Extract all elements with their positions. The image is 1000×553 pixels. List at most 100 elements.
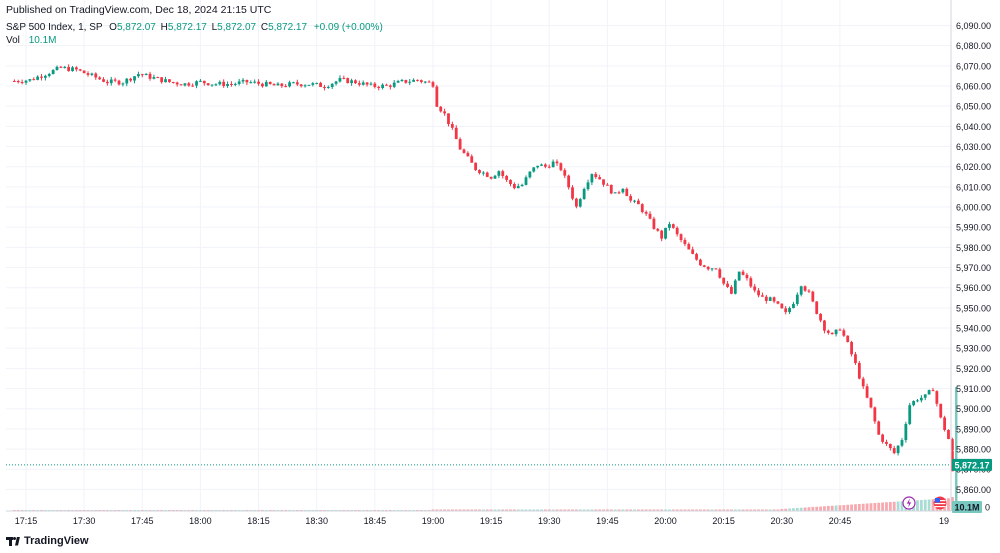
published-info: Published on TradingView.com, Dec 18, 20… [6,4,272,16]
volume-bar [823,506,826,511]
volume-bar [745,509,749,511]
volume-zero-label: 0 [985,503,990,513]
candle-body [427,81,431,83]
candle-body [563,170,567,176]
price-tick-label: 6,080.00 [956,41,991,51]
candle-body [137,74,140,77]
volume-bar [679,509,683,511]
price-tick-label: 6,050.00 [956,102,991,112]
candle-body [261,83,264,87]
volume-bar [497,509,501,511]
vol-value: 10.1M [28,35,57,46]
candle-body [741,271,745,275]
candle-body [516,186,520,189]
candle-body [187,83,191,86]
candle-body [485,172,489,177]
candle-body [904,423,908,441]
volume-bar [764,509,768,511]
volume-bar [803,507,807,511]
volume-bar [819,506,822,511]
candle-body [416,79,419,81]
candle-body [82,70,86,74]
volume-bar [435,509,439,511]
candle-body [509,179,512,185]
price-tick-label: 5,950.00 [956,303,991,313]
candle-body [865,386,869,398]
volume-label: 10.1M [954,503,979,513]
volume-bar [629,509,633,511]
price-tick-label: 5,890.00 [956,424,991,434]
candle-body [210,84,214,86]
candle-body [237,81,241,84]
candle-body [857,362,861,379]
candle-body [129,78,133,81]
candle-body [586,182,590,190]
candle-body [536,165,540,168]
volume-bar [474,509,478,511]
volume-bar [652,509,656,511]
candle-body [838,329,842,331]
volume-legend: Vol 10.1M [6,35,56,46]
candle-body [625,188,629,197]
volume-bar [450,509,454,511]
time-tick-label: 18:15 [247,516,270,526]
volume-bar [931,499,935,511]
candle-body [606,184,609,186]
volume-bar [830,505,834,511]
high-value: 5,872.17 [167,22,207,33]
volume-bar [741,509,745,511]
volume-bar [640,509,644,511]
time-tick-label: 20:00 [654,516,677,526]
candle-body [357,83,361,85]
candle-body [819,313,822,321]
candle-body [687,244,691,250]
candle-body [86,73,90,75]
candle-body [803,286,807,291]
volume-bar [730,509,733,511]
candle-body [691,249,695,254]
candle-body [272,84,276,86]
volume-bar [501,509,505,511]
volume-bar [947,498,950,511]
candle-body [373,83,377,87]
volume-bar [567,509,571,511]
candle-body [168,79,171,83]
candle-body [377,86,381,88]
candle-body [702,265,706,267]
volume-bar [857,504,861,511]
candle-body [431,82,435,87]
price-tick-label: 6,060.00 [956,82,991,92]
candle-body [183,83,187,86]
candle-body [280,83,284,87]
volume-bar [516,509,520,511]
candle-body [784,308,788,313]
us-flag-stripe [934,503,946,505]
candle-body [423,81,427,83]
close-value: 5,872.17 [268,22,308,33]
time-tick-label: 19 [939,516,949,526]
candle-body [323,86,326,88]
volume-bar [462,509,466,511]
candle-body [47,74,51,76]
volume-bar [854,504,857,511]
candle-body [892,448,896,454]
tradingview-logo[interactable]: TradingView [6,535,89,547]
candle-body [850,341,853,355]
candle-body [652,218,656,229]
candle-body [772,297,776,302]
candle-body [43,75,47,78]
volume-bar [532,509,536,511]
candle-body [501,171,505,176]
candle-body [768,297,772,301]
candle-body [757,290,760,296]
candle-body [706,266,710,270]
volume-bar [621,509,625,511]
candle-body [125,78,129,84]
volume-bar [505,509,509,511]
candle-body [98,77,102,80]
candle-body [257,81,260,84]
volume-bar [811,507,815,511]
candle-body [90,73,94,75]
volume-bar [543,509,547,511]
